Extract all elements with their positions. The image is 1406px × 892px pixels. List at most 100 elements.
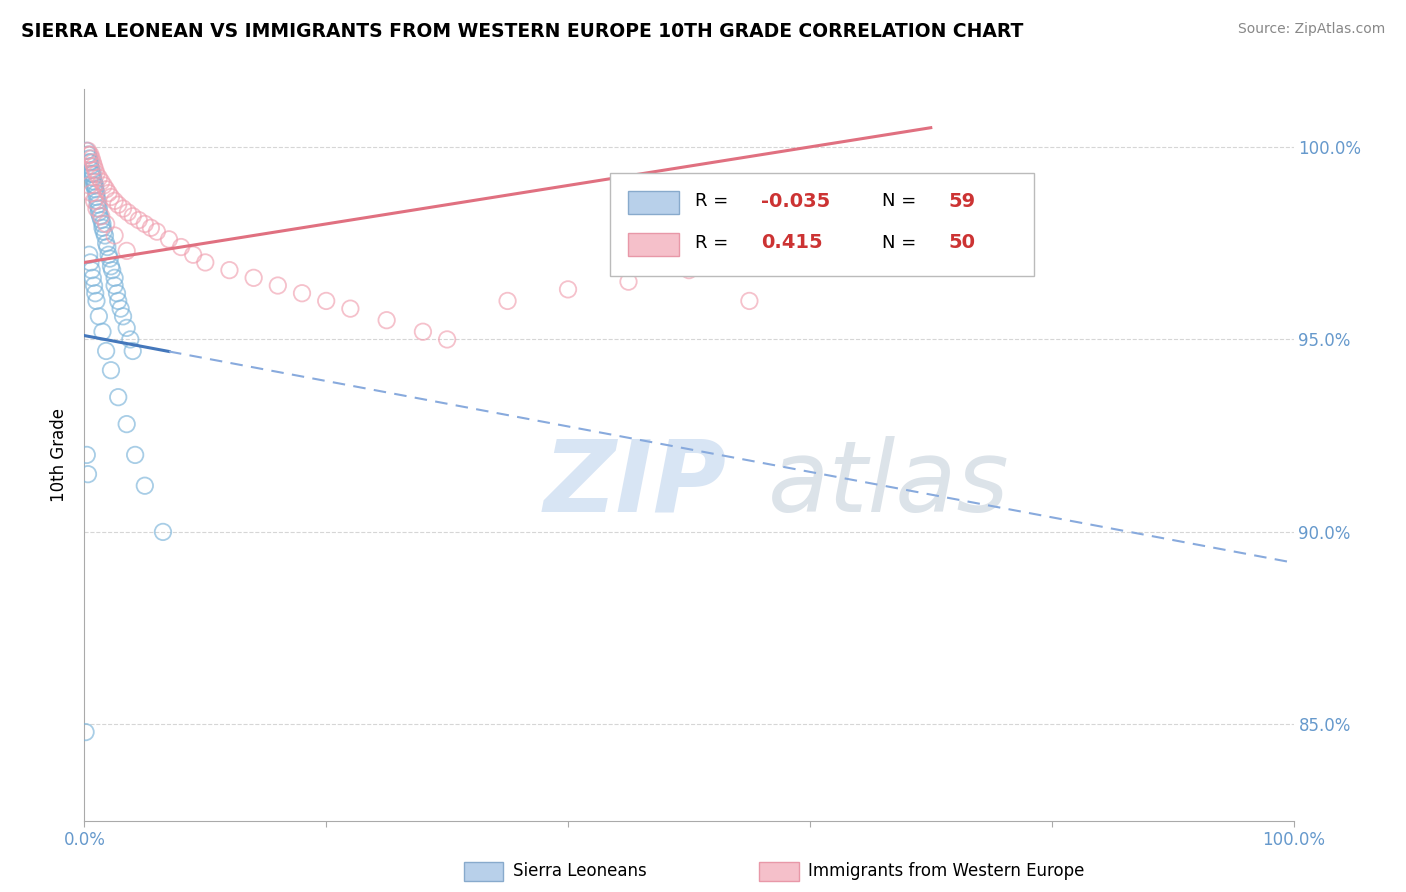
Text: 50: 50 — [949, 234, 976, 252]
Point — [82, 270, 104, 285]
Point — [86, 202, 108, 216]
Text: N =: N = — [883, 234, 922, 252]
Point — [86, 194, 108, 208]
Text: SIERRA LEONEAN VS IMMIGRANTS FROM WESTERN EUROPE 10TH GRADE CORRELATION CHART: SIERRA LEONEAN VS IMMIGRANTS FROM WESTER… — [21, 22, 1024, 41]
Point — [77, 147, 100, 161]
Point — [339, 301, 361, 316]
Point — [115, 321, 138, 335]
Point — [87, 205, 110, 219]
Point — [97, 248, 120, 262]
Point — [105, 286, 128, 301]
Point — [89, 209, 111, 223]
Point — [496, 293, 519, 308]
Point — [83, 178, 105, 193]
Point — [181, 248, 204, 262]
Point — [76, 144, 98, 158]
Point — [80, 152, 103, 166]
Text: 59: 59 — [949, 192, 976, 211]
Point — [83, 194, 105, 208]
Point — [87, 202, 110, 216]
Point — [291, 286, 314, 301]
Point — [90, 213, 112, 227]
Point — [98, 252, 121, 266]
Point — [83, 278, 105, 293]
Text: R =: R = — [695, 234, 734, 252]
Point — [84, 286, 107, 301]
Point — [157, 232, 180, 246]
Point — [96, 240, 118, 254]
Point — [77, 144, 100, 158]
Point — [82, 167, 104, 181]
Point — [80, 163, 103, 178]
Point — [83, 159, 105, 173]
Point — [557, 282, 579, 296]
Point — [94, 236, 117, 251]
Point — [120, 333, 142, 347]
Point — [79, 159, 101, 173]
Point — [91, 325, 114, 339]
Bar — [628, 233, 679, 256]
Text: ZIP: ZIP — [544, 435, 727, 533]
Point — [107, 390, 129, 404]
Point — [146, 225, 169, 239]
Point — [436, 333, 458, 347]
Point — [86, 293, 108, 308]
Point — [128, 213, 150, 227]
Point — [79, 147, 101, 161]
Point — [412, 325, 434, 339]
Point — [90, 175, 112, 189]
Point — [77, 248, 100, 262]
Point — [87, 170, 110, 185]
Point — [86, 190, 108, 204]
Text: -0.035: -0.035 — [762, 192, 831, 211]
Point — [115, 417, 138, 431]
Point — [93, 178, 115, 193]
Point — [79, 255, 101, 269]
Point — [678, 263, 700, 277]
Point — [104, 194, 127, 208]
Point — [112, 202, 135, 216]
Point — [86, 186, 108, 201]
Text: atlas: atlas — [768, 435, 1010, 533]
Point — [799, 248, 821, 262]
Point — [80, 167, 103, 181]
Point — [121, 343, 143, 358]
Point — [107, 197, 129, 211]
Point — [100, 190, 122, 204]
FancyBboxPatch shape — [610, 173, 1033, 276]
Point — [242, 270, 264, 285]
Point — [375, 313, 398, 327]
Point — [80, 263, 103, 277]
Point — [121, 209, 143, 223]
Point — [104, 228, 127, 243]
Point — [134, 479, 156, 493]
Text: Sierra Leoneans: Sierra Leoneans — [513, 863, 647, 880]
Point — [87, 310, 110, 324]
Point — [80, 186, 103, 201]
Point — [79, 155, 101, 169]
Text: Immigrants from Western Europe: Immigrants from Western Europe — [808, 863, 1085, 880]
Point — [91, 217, 114, 231]
Point — [107, 293, 129, 308]
Point — [104, 278, 127, 293]
Y-axis label: 10th Grade: 10th Grade — [51, 408, 69, 502]
Point — [97, 186, 120, 201]
Point — [124, 448, 146, 462]
Text: 0.415: 0.415 — [762, 234, 823, 252]
Point — [117, 205, 139, 219]
Point — [738, 293, 761, 308]
Point — [134, 217, 156, 231]
Point — [77, 178, 100, 193]
Point — [77, 147, 100, 161]
Point — [101, 263, 124, 277]
Point — [115, 244, 138, 258]
Point — [94, 182, 117, 196]
Point — [267, 278, 290, 293]
Point — [82, 155, 104, 169]
Point — [194, 255, 217, 269]
Point — [91, 220, 114, 235]
Point — [76, 448, 98, 462]
Point — [84, 163, 107, 178]
Point — [86, 167, 108, 181]
Point — [139, 220, 162, 235]
